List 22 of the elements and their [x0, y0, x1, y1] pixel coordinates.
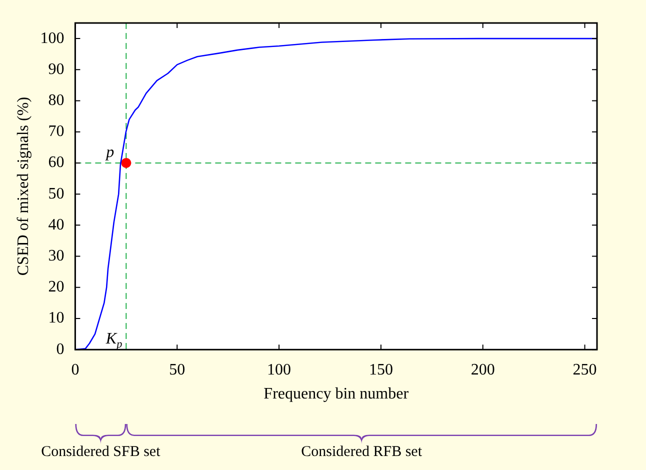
x-tick-label: 100 — [267, 361, 292, 378]
y-tick-label: 80 — [48, 92, 64, 109]
annotation: p — [105, 144, 114, 161]
x-tick-label: 0 — [71, 361, 80, 378]
y-tick-label: 50 — [48, 185, 64, 202]
y-tick-label: 40 — [48, 216, 64, 234]
y-tick-label: 10 — [48, 310, 64, 327]
y-tick-label: 90 — [48, 60, 64, 78]
y-tick-label: 30 — [48, 247, 64, 264]
x-axis-title: Frequency bin number — [264, 386, 410, 403]
x-tick-label: 150 — [368, 361, 393, 378]
x-tick-label: 50 — [169, 361, 186, 378]
y-tick-label: 0 — [56, 340, 64, 358]
x-tick-label: 250 — [572, 361, 597, 378]
y-axis-title: CSED of mixed signals (%) — [14, 96, 32, 276]
x-tick-label: 200 — [470, 361, 495, 378]
y-tick-label: 60 — [48, 154, 64, 172]
y-tick-label: 70 — [48, 123, 64, 140]
y-tick-label: 20 — [48, 278, 64, 296]
y-tick-label: 100 — [40, 30, 64, 47]
text: Considered SFB set — [41, 444, 162, 460]
text: Considered RFB set — [301, 444, 423, 460]
